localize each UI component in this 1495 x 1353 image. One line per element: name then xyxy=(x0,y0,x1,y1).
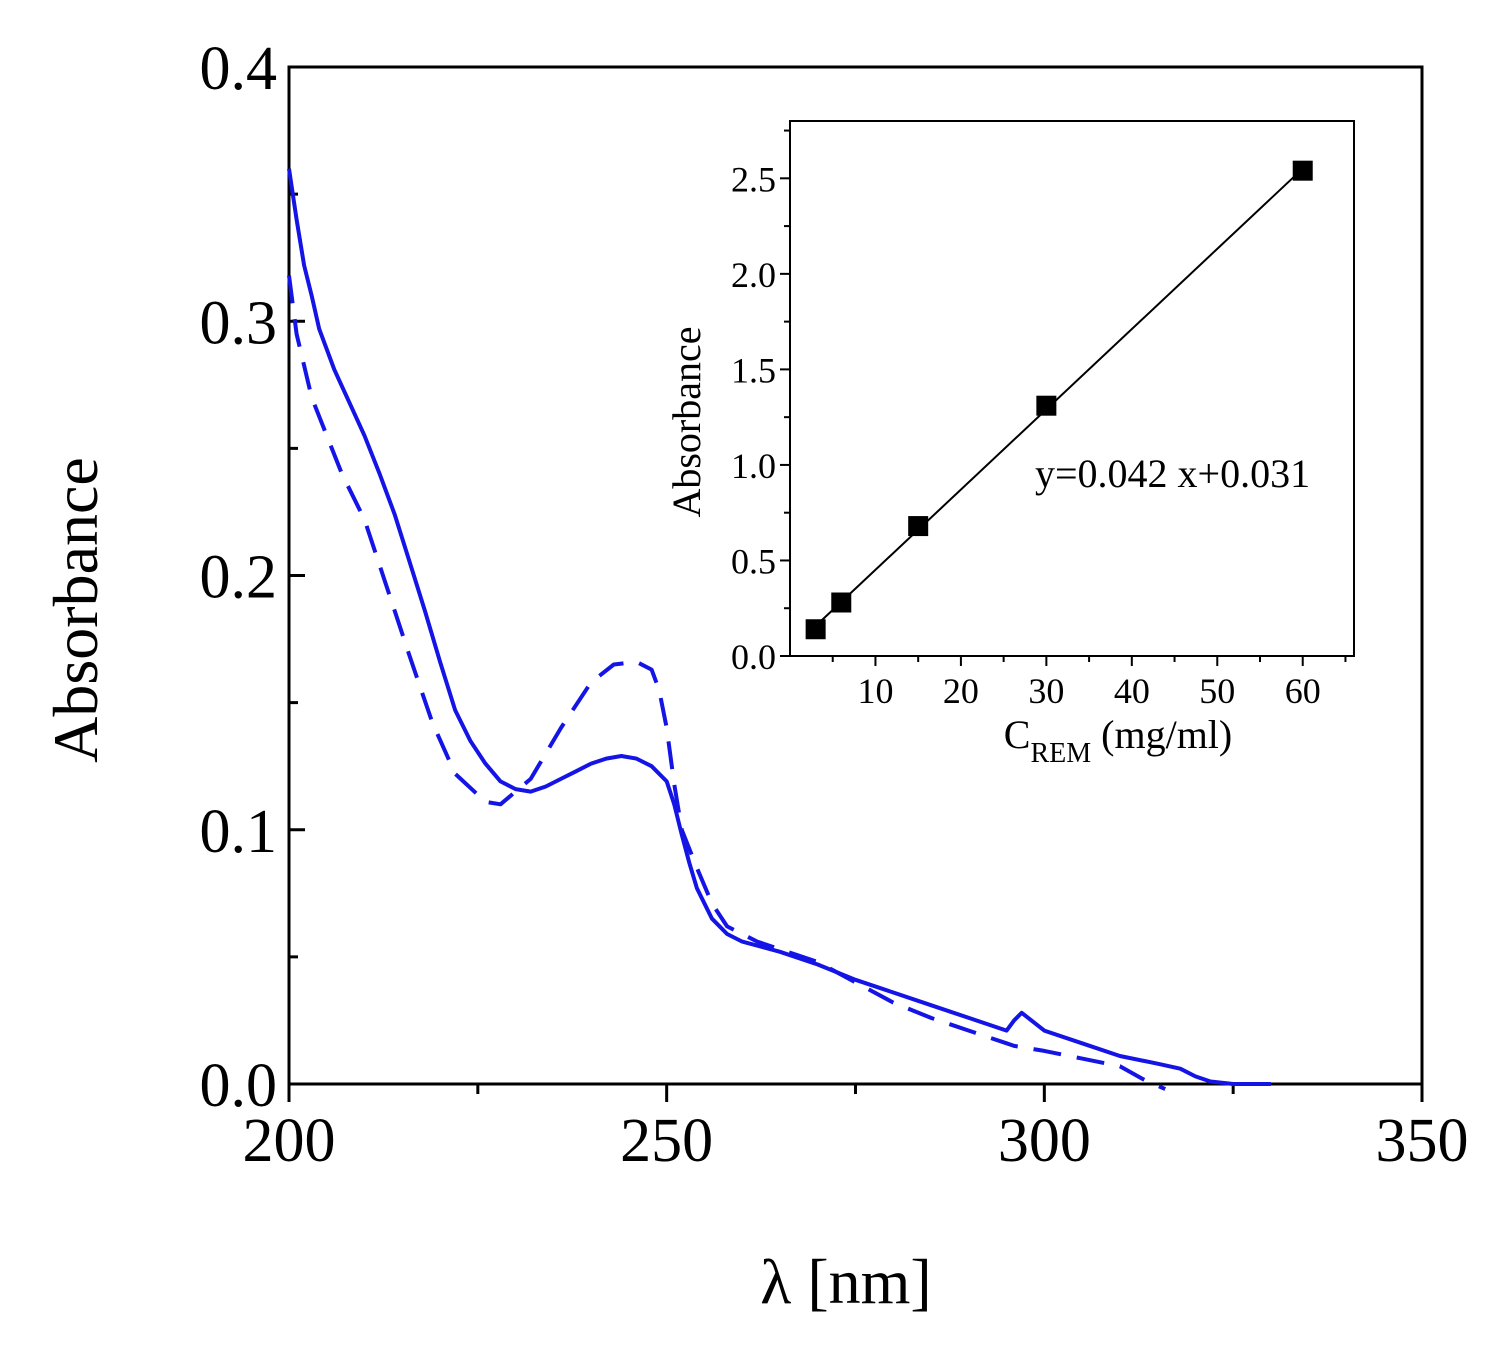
inset-fit-line xyxy=(814,167,1304,627)
inset-x-tick-label: 60 xyxy=(1285,671,1321,711)
inset-x-axis-title: CREM (mg/ml) xyxy=(1004,712,1232,769)
inset-x-tick-label: 50 xyxy=(1199,671,1235,711)
inset-y-tick-label: 0.0 xyxy=(731,637,776,677)
inset-plot-frame xyxy=(789,120,1355,657)
main-y-tick-label: 0.2 xyxy=(200,544,278,612)
inset-x-axis-title-subscript: REM xyxy=(1030,738,1091,769)
main-y-tick-label: 0.1 xyxy=(200,798,278,866)
inset-y-tick-label: 2.5 xyxy=(731,159,776,199)
inset-data-point xyxy=(1036,395,1057,416)
inset-y-tick-label: 1.0 xyxy=(731,446,776,486)
inset-points-group xyxy=(805,160,1313,640)
main-x-tick-label: 300 xyxy=(998,1107,1091,1175)
inset-y-axis-title: Absorbance xyxy=(664,326,709,517)
main-y-axis-title: Absorbance xyxy=(40,457,111,763)
main-x-tick-label: 350 xyxy=(1376,1107,1469,1175)
main-y-tick-label: 0.4 xyxy=(200,35,278,103)
inset-y-tick-label: 1.5 xyxy=(731,350,776,390)
inset-data-point xyxy=(831,592,852,613)
inset-y-tick-label: 2.0 xyxy=(731,255,776,295)
inset-fit-group xyxy=(814,167,1304,627)
main-spectrum-chart: 200 250 300 350 0.0 0.1 0.2 0.3 0.4 λ [nm] Abso… xyxy=(40,35,1469,1317)
inset-y-tick-label: 0.5 xyxy=(731,541,776,581)
inset-data-point xyxy=(908,516,929,537)
main-axis-ticks xyxy=(287,65,1424,1102)
main-y-tick-label: 0.0 xyxy=(200,1052,278,1120)
main-x-tick-labels: 200 250 300 350 xyxy=(243,1107,1469,1175)
main-series-group xyxy=(287,168,1271,1091)
inset-x-axis-title-main: C xyxy=(1004,712,1031,757)
inset-y-tick-labels: 0.0 0.5 1.0 1.5 2.0 2.5 xyxy=(731,159,776,677)
inset-data-point xyxy=(1292,160,1313,181)
inset-x-axis-title-unit: (mg/ml) xyxy=(1091,712,1232,757)
inset-axis-ticks xyxy=(780,129,1347,666)
inset-x-tick-label: 40 xyxy=(1114,671,1150,711)
main-y-tick-label: 0.3 xyxy=(200,289,278,357)
main-series-solid-line xyxy=(287,168,1271,1086)
main-series-dashed-line xyxy=(287,275,1167,1091)
main-x-axis-title: λ [nm] xyxy=(760,1246,931,1317)
inset-data-point xyxy=(805,619,826,640)
inset-x-tick-labels: 10 20 30 40 50 60 xyxy=(857,671,1320,711)
inset-x-tick-label: 20 xyxy=(943,671,979,711)
main-y-tick-labels: 0.0 0.1 0.2 0.3 0.4 xyxy=(200,35,278,1120)
fit-equation: y=0.042 x+0.031 xyxy=(1035,451,1310,496)
main-x-tick-label: 200 xyxy=(243,1107,336,1175)
inset-calibration-chart: 10 20 30 40 50 60 0.0 0.5 1.0 1.5 2.0 2.5 y=0.042 … xyxy=(664,120,1355,769)
inset-x-tick-label: 30 xyxy=(1028,671,1064,711)
main-x-tick-label: 250 xyxy=(620,1107,713,1175)
inset-x-tick-label: 10 xyxy=(857,671,893,711)
